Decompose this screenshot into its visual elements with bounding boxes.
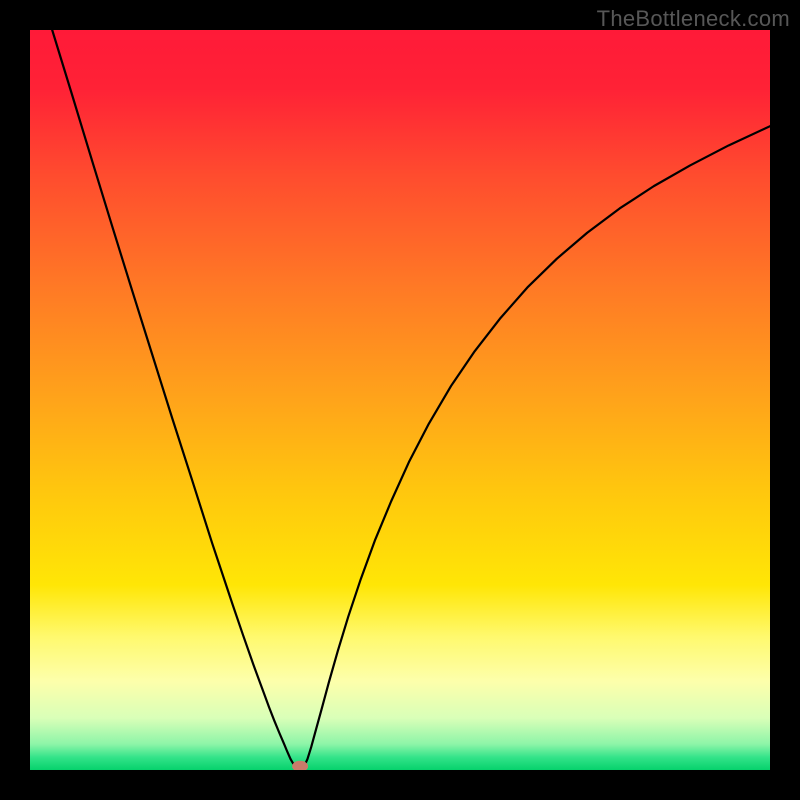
watermark-text: TheBottleneck.com xyxy=(597,6,790,32)
plot-area xyxy=(30,30,770,770)
bottleneck-chart xyxy=(30,30,770,770)
gradient-background xyxy=(30,30,770,770)
chart-container: TheBottleneck.com xyxy=(0,0,800,800)
